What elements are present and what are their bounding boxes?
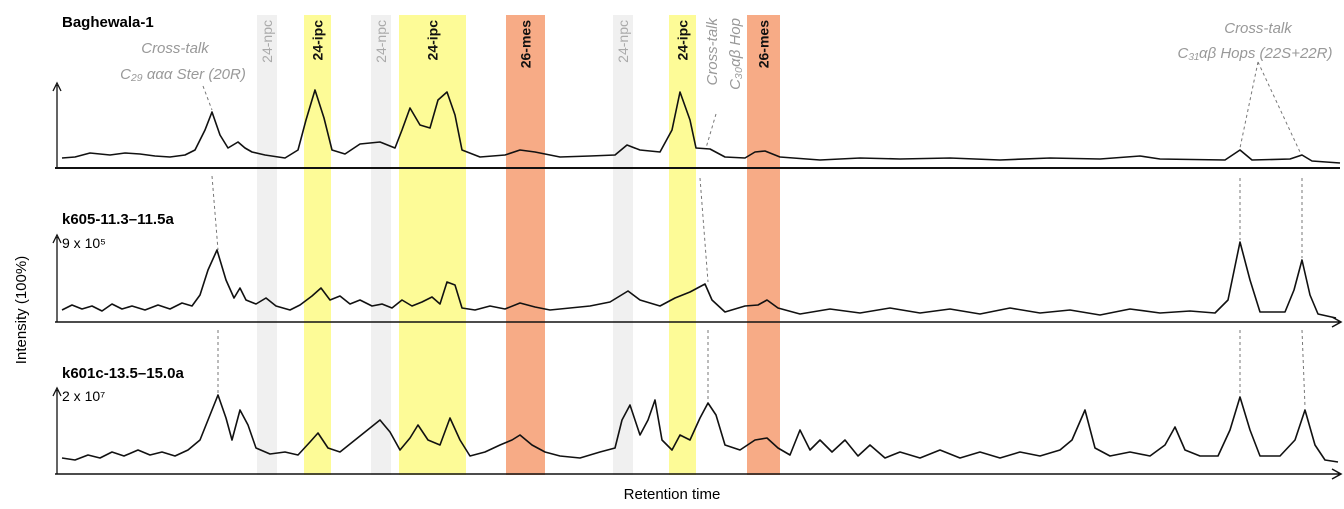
annotation: Cross-talk bbox=[704, 17, 721, 86]
sample-name: k601c-13.5–15.0a bbox=[62, 365, 184, 382]
band-label: 24-ipc bbox=[425, 20, 441, 61]
band-label: 24-ipc bbox=[675, 20, 691, 61]
band bbox=[399, 15, 466, 475]
band bbox=[747, 15, 780, 475]
trace bbox=[61, 241, 1337, 319]
annotation: C₂₉ ααα Ster (20R) bbox=[120, 66, 246, 83]
band bbox=[669, 15, 696, 475]
sample-name: Baghewala-1 bbox=[62, 14, 154, 31]
axis-line bbox=[55, 316, 1343, 328]
y-arrow bbox=[52, 233, 62, 322]
band-label: 24-ipc bbox=[310, 20, 326, 61]
band-label: 26-mes bbox=[756, 20, 772, 68]
sample-name: k605-11.3–11.5a bbox=[62, 211, 174, 228]
band-label: 26-mes bbox=[518, 20, 534, 68]
annotation: C₃₁αβ Hops (22S+22R) bbox=[1178, 45, 1333, 62]
band-label: 24-npc bbox=[615, 20, 631, 63]
y-arrow bbox=[52, 81, 62, 168]
connector bbox=[202, 61, 1306, 408]
band bbox=[613, 15, 633, 475]
band bbox=[371, 15, 391, 475]
band-label: 24-npc bbox=[259, 20, 275, 63]
band bbox=[257, 15, 277, 475]
band bbox=[304, 15, 331, 475]
trace bbox=[61, 394, 1339, 463]
annotation: Cross-talk bbox=[141, 40, 210, 57]
scale-label: 2 x 10⁷ bbox=[62, 388, 105, 404]
band-label: 24-npc bbox=[373, 20, 389, 63]
annotation: C₃₀αβ Hop bbox=[727, 18, 744, 90]
y-arrow bbox=[52, 386, 62, 474]
axis-line bbox=[55, 468, 1343, 480]
band-layer: 24-npc 24-ipc 24-npc 24-ipc 26-mes 24-npc 24-i… bbox=[257, 15, 780, 475]
x-axis-label: Retention time bbox=[624, 486, 721, 503]
scale-label: 9 x 10⁵ bbox=[62, 235, 106, 251]
y-axis-label: Intensity (100%) bbox=[13, 256, 30, 364]
band bbox=[506, 15, 545, 475]
annotation: Cross-talk bbox=[1224, 20, 1293, 37]
trace bbox=[61, 89, 1341, 164]
